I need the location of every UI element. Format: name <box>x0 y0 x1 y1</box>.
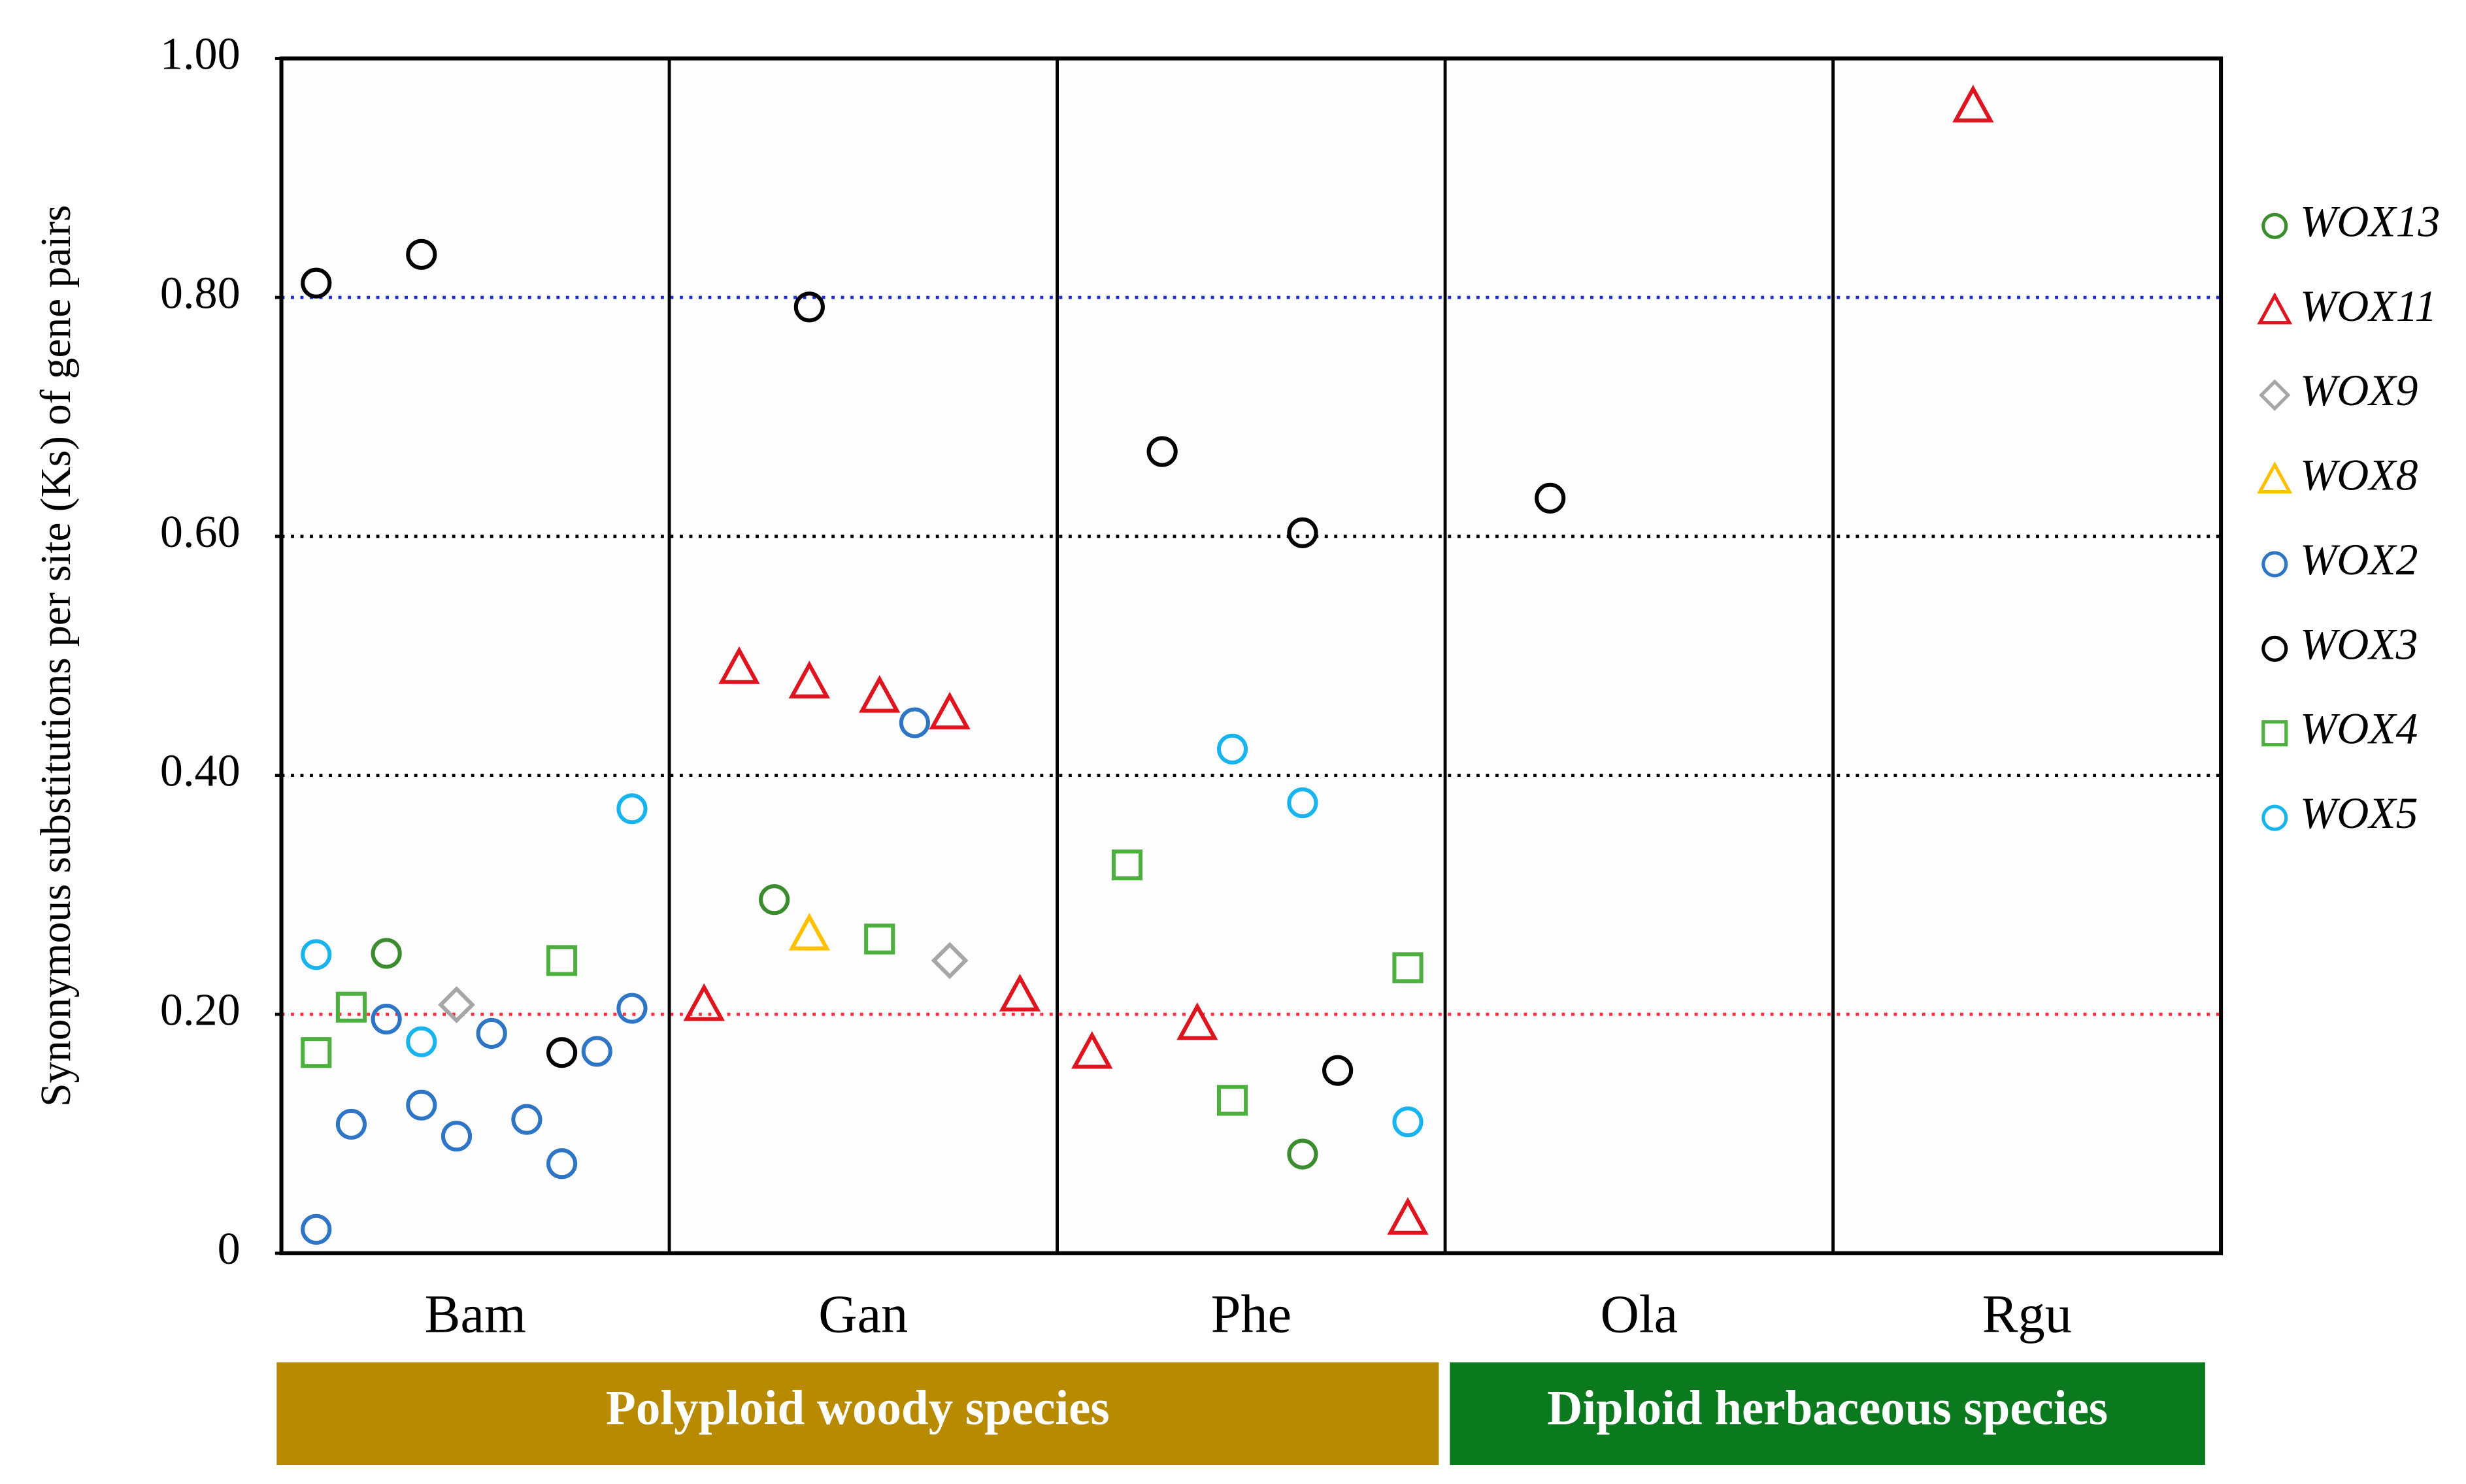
point <box>476 1017 507 1049</box>
point <box>335 991 367 1023</box>
point <box>546 1148 578 1179</box>
y-tick-label: 0 <box>218 1224 241 1274</box>
point <box>931 942 969 980</box>
point <box>1322 1055 1354 1086</box>
legend-label: WOX4 <box>2300 704 2418 753</box>
point <box>999 974 1041 1012</box>
point <box>546 1037 578 1068</box>
legend-marker <box>2257 461 2293 494</box>
legend-label: WOX9 <box>2300 366 2418 415</box>
point <box>546 945 578 976</box>
point <box>301 1037 332 1068</box>
legend-label: WOX2 <box>2300 535 2418 584</box>
point <box>1392 1106 1424 1138</box>
legend-marker <box>2259 379 2291 411</box>
point <box>511 1104 542 1135</box>
x-tick-label: Ola <box>1600 1284 1678 1344</box>
legend-marker <box>2261 551 2288 578</box>
point <box>335 1108 367 1140</box>
point <box>371 938 402 969</box>
y-tick-label: 1.00 <box>160 29 241 80</box>
point <box>301 939 332 970</box>
point <box>406 1089 437 1121</box>
point <box>406 1026 437 1057</box>
point <box>1952 84 1994 123</box>
group-band <box>276 1362 1439 1465</box>
group-band <box>1450 1362 2205 1465</box>
point <box>793 291 825 323</box>
point <box>1216 1085 1248 1116</box>
y-tick-label: 0.40 <box>160 746 241 797</box>
point <box>616 993 648 1024</box>
legend-marker <box>2261 804 2288 831</box>
x-tick-label: Rgu <box>1982 1284 2072 1344</box>
y-tick-label: 0.60 <box>160 507 241 557</box>
point <box>929 691 971 730</box>
legend-marker <box>2261 212 2288 239</box>
point <box>788 912 831 951</box>
point <box>788 661 831 699</box>
x-tick-label: Bam <box>425 1284 526 1344</box>
point <box>718 646 760 684</box>
point <box>1146 436 1178 467</box>
legend-label: WOX13 <box>2300 197 2440 246</box>
legend-marker <box>2261 720 2288 747</box>
point <box>864 923 895 955</box>
y-tick-label: 0.20 <box>160 985 241 1035</box>
point <box>301 1213 332 1245</box>
legend-label: WOX11 <box>2300 282 2437 331</box>
legend-label: WOX8 <box>2300 451 2418 500</box>
plot-border <box>279 56 2224 1255</box>
point <box>1176 1002 1218 1040</box>
point <box>1287 517 1318 548</box>
point <box>441 1121 473 1152</box>
point <box>1216 733 1248 765</box>
plot-area <box>281 58 2222 1253</box>
point <box>438 986 475 1024</box>
point <box>581 1036 612 1067</box>
point <box>858 674 901 713</box>
legend-marker <box>2257 292 2293 325</box>
point <box>406 239 437 270</box>
y-tick-label: 0.80 <box>160 268 241 318</box>
point <box>759 884 790 915</box>
group-label: Diploid herbaceous species <box>1547 1381 2108 1435</box>
point <box>1071 1031 1113 1069</box>
point <box>1392 952 1424 983</box>
point <box>371 1003 402 1035</box>
group-label: Polyploid woody species <box>606 1381 1110 1435</box>
point <box>1111 849 1143 881</box>
x-tick-label: Gan <box>818 1284 908 1344</box>
point <box>1387 1196 1429 1235</box>
point <box>899 707 930 738</box>
point <box>1535 482 1566 514</box>
point <box>301 267 332 299</box>
x-tick-label: Phe <box>1211 1284 1291 1344</box>
point <box>616 793 648 825</box>
legend-label: WOX3 <box>2300 619 2418 668</box>
point <box>1287 787 1318 819</box>
legend-label: WOX5 <box>2300 789 2418 838</box>
y-axis-label: Synonymous substitutions per site (Ks) o… <box>33 205 80 1107</box>
point <box>683 983 725 1021</box>
point <box>1287 1138 1318 1170</box>
legend-marker <box>2261 635 2288 662</box>
